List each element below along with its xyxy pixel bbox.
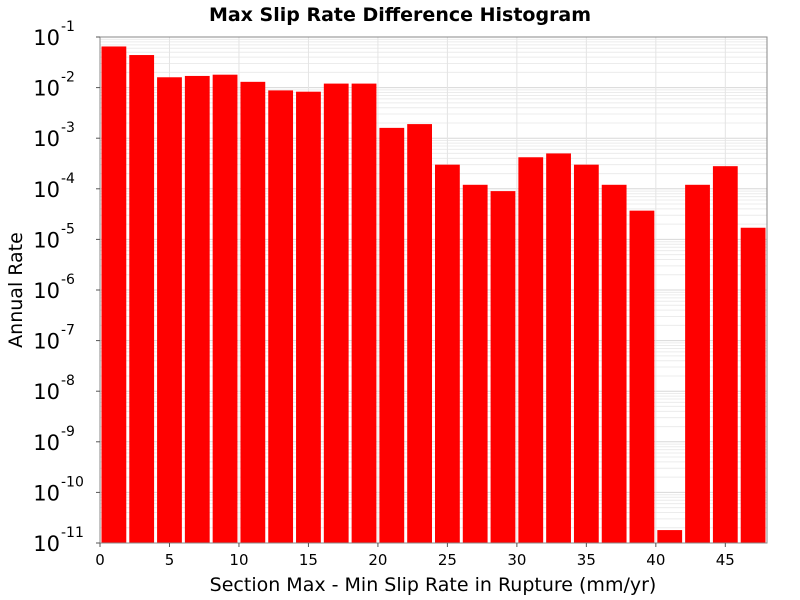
x-tick-label: 0 [95, 551, 105, 569]
x-tick-label: 45 [716, 551, 735, 569]
x-tick-label: 10 [229, 551, 248, 569]
x-axis-label: Section Max - Min Slip Rate in Rupture (… [210, 574, 657, 596]
x-tick-label: 25 [438, 551, 457, 569]
histogram-bar [296, 91, 321, 544]
x-axis-ticks: 0 5 10 15 20 25 30 35 40 45 [95, 543, 735, 569]
y-tick-label: 10 [33, 431, 60, 455]
x-tick-label: 40 [646, 551, 665, 569]
x-tick-label: 5 [165, 551, 175, 569]
y-tick-exponent: -9 [61, 424, 75, 440]
y-tick-exponent: -1 [61, 19, 75, 35]
histogram-bar [184, 75, 210, 544]
bars [101, 46, 766, 544]
histogram-bar [657, 530, 683, 543]
x-tick-label: 15 [299, 551, 318, 569]
chart-title: Max Slip Rate Difference Histogram [209, 4, 591, 26]
histogram-bar [546, 153, 571, 543]
y-tick-label: 10 [33, 77, 60, 101]
histogram-bar [629, 210, 655, 543]
x-tick-label: 35 [577, 551, 596, 569]
histogram-bar [240, 81, 266, 543]
y-tick-exponent: -6 [61, 272, 75, 288]
y-tick-label: 10 [33, 380, 60, 404]
histogram-bar [435, 164, 460, 544]
histogram-bar [462, 184, 488, 543]
histogram-bar [351, 83, 377, 543]
y-tick-exponent: -2 [61, 70, 75, 86]
histogram-bar [490, 191, 516, 543]
y-tick-label: 10 [33, 178, 60, 202]
y-tick-label: 10 [33, 532, 60, 556]
y-tick-exponent: -3 [61, 120, 75, 136]
y-tick-label: 10 [33, 279, 60, 303]
histogram-bar [323, 83, 349, 543]
y-tick-exponent: -8 [61, 373, 75, 389]
histogram-bar [573, 164, 599, 544]
histogram-bar [740, 227, 766, 543]
histogram-bar [157, 77, 182, 543]
y-tick-label: 10 [33, 228, 60, 252]
x-tick-label: 20 [368, 551, 387, 569]
x-tick-label: 30 [507, 551, 526, 569]
y-axis-ticks: 10 -110 -210 -310 -410 -510 -610 -710 -810 -910 -1… [33, 19, 100, 556]
y-tick-label: 10 [33, 127, 60, 151]
histogram-bar [518, 157, 544, 543]
histogram-bar [407, 124, 432, 544]
grid-lines [99, 37, 767, 544]
histogram-bar [129, 55, 155, 544]
histogram-bar [685, 184, 710, 543]
y-tick-exponent: -11 [61, 525, 84, 541]
histogram-bar [268, 90, 294, 543]
y-axis-label: Annual Rate [5, 232, 27, 348]
y-tick-label: 10 [33, 330, 60, 354]
histogram-bar [101, 46, 127, 543]
y-tick-exponent: -5 [61, 221, 75, 237]
histogram-bar [601, 184, 627, 543]
histogram-bar [712, 166, 738, 543]
y-tick-exponent: -10 [61, 474, 84, 490]
histogram-bar [379, 127, 405, 544]
histogram-bar [212, 74, 238, 543]
y-tick-exponent: -7 [61, 323, 75, 339]
y-tick-label: 10 [33, 481, 60, 505]
y-tick-exponent: -4 [61, 171, 75, 187]
y-tick-label: 10 [33, 26, 60, 50]
